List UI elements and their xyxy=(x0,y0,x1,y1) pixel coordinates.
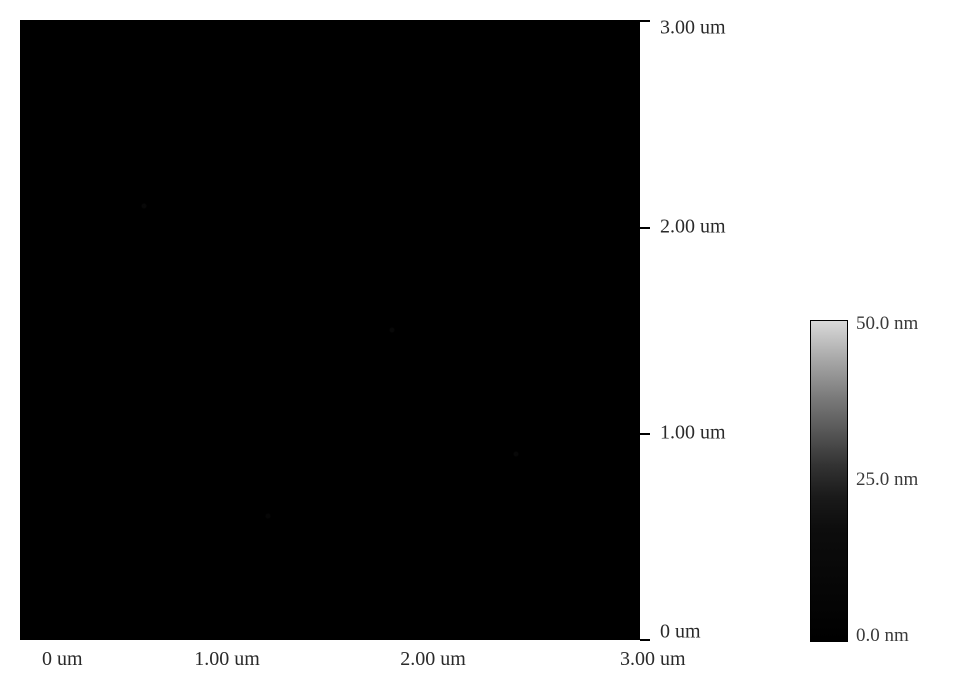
y-tick xyxy=(640,227,650,229)
y-tick-label: 2.00 um xyxy=(660,216,726,239)
x-tick-label: 3.00 um xyxy=(620,648,686,671)
afm-figure: 3.00 um 2.00 um 1.00 um 0 um 0 um 1.00 u… xyxy=(20,20,920,680)
afm-height-map xyxy=(20,20,640,640)
y-tick xyxy=(640,20,650,22)
colorbar-tick-label: 0.0 nm xyxy=(856,625,909,647)
y-tick xyxy=(640,639,650,641)
x-tick-label: 0 um xyxy=(42,648,83,671)
colorbar-tick-label: 25.0 nm xyxy=(856,469,918,491)
y-tick-label: 3.00 um xyxy=(660,17,726,40)
y-tick-label: 1.00 um xyxy=(660,422,726,445)
x-tick-label: 2.00 um xyxy=(400,648,466,671)
y-tick-label: 0 um xyxy=(660,621,701,644)
height-colorbar xyxy=(810,320,848,642)
y-tick xyxy=(640,433,650,435)
colorbar-tick-label: 50.0 nm xyxy=(856,313,918,335)
x-tick-label: 1.00 um xyxy=(194,648,260,671)
